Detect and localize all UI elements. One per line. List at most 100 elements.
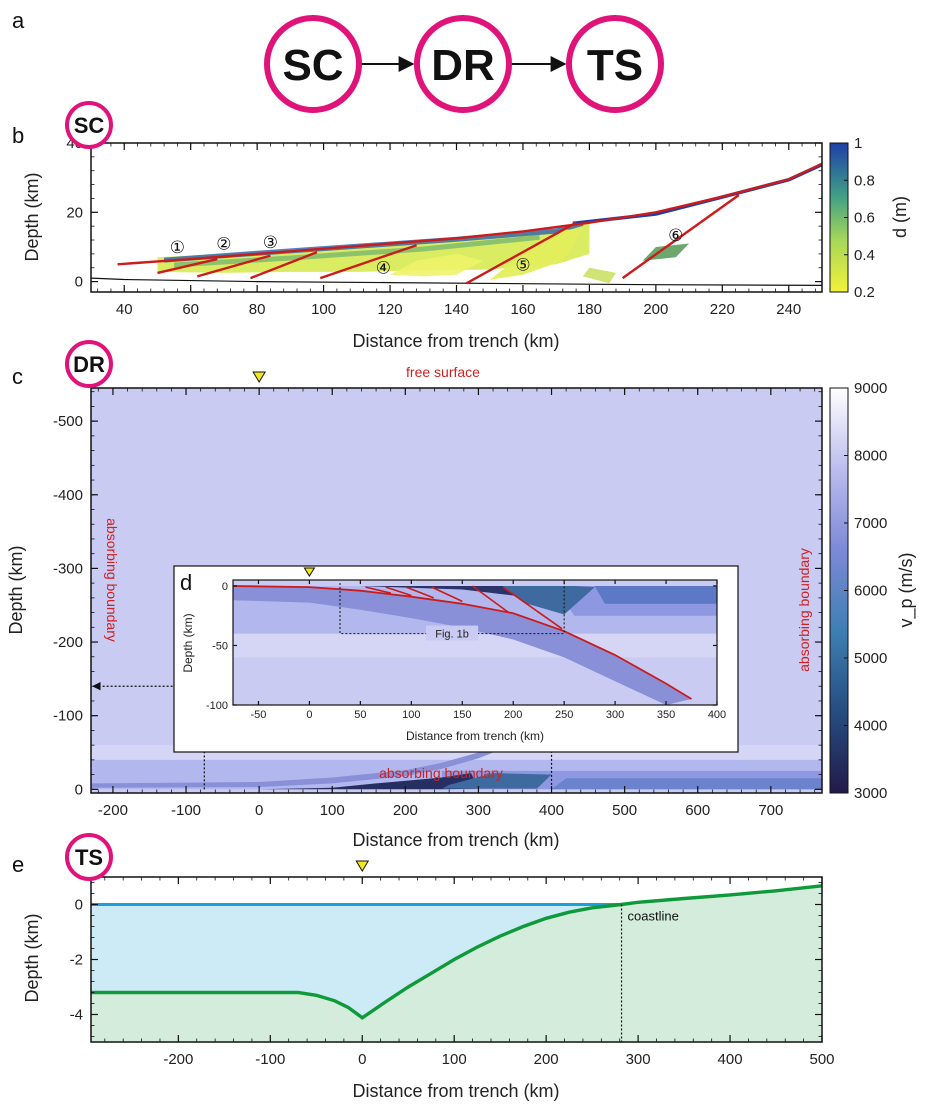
panel-d-ytick-label: 0 <box>222 581 228 593</box>
inset-trench-marker <box>303 567 316 577</box>
panel-c-cbar-tick-label: 3000 <box>854 785 887 802</box>
subducting-slab <box>91 715 552 788</box>
splay-fault-label-2: ② <box>216 234 231 254</box>
panel-letter-e: e <box>12 852 24 877</box>
panel-c-ytick-label: -100 <box>53 708 83 725</box>
panel-d-frame <box>232 579 718 706</box>
splay-fault-label-6: ⑥ <box>668 226 683 246</box>
panel-d-ticks: -50 0 50 100 150 200 250 300 350 400 0 -50 -100 <box>206 580 726 721</box>
label-absorbing-boundary-bottom: absorbing boundary <box>379 765 503 781</box>
slip-patch-top <box>582 267 616 284</box>
panel-b-cbar-tick-label: 0.6 <box>854 210 875 227</box>
label-absorbing-boundary-left: absorbing boundary <box>104 518 120 642</box>
splay-fault-label-3: ③ <box>263 233 278 253</box>
splay-fault-label-4: ④ <box>376 259 391 279</box>
panel-b-cbar-tick-label: 0.4 <box>854 247 875 264</box>
inset-splay-fault-2 <box>385 586 412 597</box>
panel-c-xtick-label: 700 <box>758 802 783 819</box>
inset-slab <box>233 586 692 705</box>
trench-marker <box>252 371 267 383</box>
panel-c-badge-label: DR <box>73 352 105 377</box>
panel-b-ytick-label: 20 <box>66 204 83 221</box>
panel-e-badge: TS <box>65 833 113 881</box>
panel-b-badge: SC <box>65 101 113 149</box>
panel-b: ① ② ③ ④ ⑤ ⑥ 40 60 80 100 120 140 160 180 200 220 240 0 20… <box>22 101 910 351</box>
splay-fault-2 <box>196 254 271 278</box>
splay-fault-label-5: ⑤ <box>515 255 530 275</box>
panel-c-ylabel: Depth (km) <box>6 545 26 634</box>
slip-patch-4 <box>390 253 484 277</box>
panel-b-xtick-label: 160 <box>510 301 535 318</box>
inset-splay-fault-4 <box>431 586 463 603</box>
slip-deep-band <box>572 162 823 226</box>
panel-c-ytick-label: -400 <box>53 487 83 504</box>
panel-e-xtick-label: 200 <box>534 1051 559 1068</box>
flow-node-sc-ring <box>264 15 362 113</box>
panel-e-ytick-label: 0 <box>75 897 83 914</box>
panel-b-cbar-tick-label: 0.2 <box>854 284 875 301</box>
splay-fault-label-1: ① <box>170 238 185 258</box>
flow-node-ts-ring <box>566 15 664 113</box>
label-absorbing-boundary-right: absorbing boundary <box>796 548 812 672</box>
panel-d-xtick-label: 0 <box>306 709 312 721</box>
panel-b-colorbar-label: d (m) <box>890 196 910 238</box>
panel-e-xtick-label: 400 <box>718 1051 743 1068</box>
panel-d-ytick-label: -50 <box>212 640 228 652</box>
panel-b-xlabel: Distance from trench (km) <box>352 331 559 351</box>
panel-d-xtick-label: 300 <box>606 709 624 721</box>
panel-b-plot-area: ① ② ③ ④ ⑤ ⑥ <box>90 162 823 286</box>
inset-forearc <box>503 586 595 615</box>
panel-b-xtick-label: 60 <box>182 301 199 318</box>
panel-d-xtick-label: 200 <box>504 709 522 721</box>
panel-c-frame <box>90 387 823 794</box>
panel-c-xlabel: Distance from trench (km) <box>352 830 559 850</box>
box-fig-1b <box>339 582 565 635</box>
panel-c-ytick-label: -200 <box>53 634 83 651</box>
panel-e-xtick-label: 100 <box>442 1051 467 1068</box>
panel-letter-c: c <box>12 364 23 389</box>
panel-c-ytick-label: -500 <box>53 413 83 430</box>
panel-b-xtick-label: 140 <box>444 301 469 318</box>
flow-node-sc-label: SC <box>282 41 343 90</box>
panel-d-xlabel: Distance from trench (km) <box>406 729 544 743</box>
panel-b-ylabel: Depth (km) <box>22 172 42 261</box>
flow-node-sc: SC <box>264 15 362 113</box>
panel-c: Fig. 1dFig. 1e -200-10001002003004005006… <box>6 340 917 850</box>
panel-b-badge-label: SC <box>74 113 105 138</box>
panel-b-xtick-label: 40 <box>116 301 133 318</box>
panel-c-xtick-label: 300 <box>466 802 491 819</box>
panel-e-badge-label: TS <box>75 845 103 870</box>
panel-c-xtick-label: 0 <box>255 802 263 819</box>
panel-e-xlabel: Distance from trench (km) <box>352 1081 559 1101</box>
workflow-diagram: SC DR TS <box>264 15 664 113</box>
panel-b-xtick-label: 180 <box>577 301 602 318</box>
panel-d-xtick-label: 400 <box>708 709 726 721</box>
flow-node-ts: TS <box>566 15 664 113</box>
flow-node-dr-label: DR <box>431 41 495 90</box>
panel-c-ytick-label: -300 <box>53 560 83 577</box>
panel-d-xtick-label: 100 <box>402 709 420 721</box>
splay-fault-3 <box>250 251 318 280</box>
panel-c-xtick-label: 600 <box>685 802 710 819</box>
panel-d-inset: d Fig. 1b -50 0 50 100 150 200 250 300 350 4000-5… <box>173 565 739 753</box>
panel-e-ytick-label: -4 <box>70 1007 83 1024</box>
panel-b-xtick-label: 80 <box>249 301 266 318</box>
slip-patch-splay-5 <box>489 229 583 280</box>
inset-splay-fault-3 <box>405 586 434 599</box>
panel-letter-a: a <box>12 8 25 33</box>
box-fig-1b-label-bg <box>426 625 479 641</box>
panel-e-xtick-label: -200 <box>163 1051 193 1068</box>
inset-megathrust <box>232 585 692 700</box>
panel-b-cbar-tick-label: 0.8 <box>854 172 875 189</box>
upper-crust-right <box>551 778 822 790</box>
panel-d-ytick-label: -100 <box>206 700 228 712</box>
inset-wedge <box>233 586 575 608</box>
seafloor-line <box>90 277 823 286</box>
slip-mid-band <box>173 234 540 268</box>
accretionary-wedge <box>91 773 479 790</box>
splay-fault-1 <box>157 257 218 275</box>
panel-d-xtick-label: -50 <box>251 709 267 721</box>
panel-b-ytick-label: 0 <box>75 274 83 291</box>
panel-e-ytick-label: -2 <box>70 952 83 969</box>
